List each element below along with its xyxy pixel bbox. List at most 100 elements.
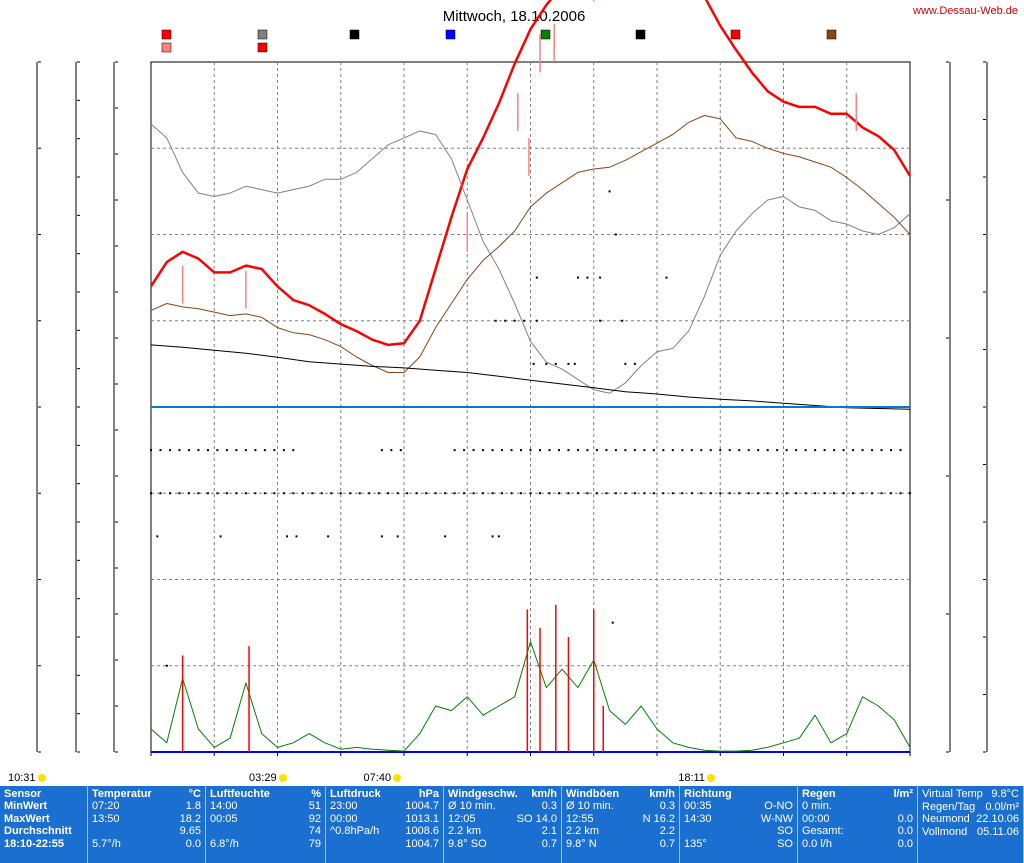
direction-point <box>494 319 497 322</box>
column-title: Luftdruck <box>330 788 381 800</box>
series-line-luftfeuchte <box>150 123 911 394</box>
table-cell: 2.2 km <box>566 825 600 837</box>
direction-point <box>491 449 494 452</box>
direction-point <box>738 492 741 495</box>
direction-point <box>747 449 750 452</box>
column-title: Regen <box>802 788 836 800</box>
table-cell: 14:30 <box>684 812 712 825</box>
table-row: MinWert <box>4 800 83 813</box>
direction-point <box>330 492 333 495</box>
table-cell: 6.8°/h <box>210 837 239 850</box>
table-cell: 00:00 <box>802 812 830 825</box>
direction-point <box>254 449 257 452</box>
direction-point <box>681 492 684 495</box>
direction-point <box>557 449 560 452</box>
table-cell: 2.2 <box>659 825 675 837</box>
table-cell: 0.0 <box>897 837 913 850</box>
legend-swatch <box>349 29 360 40</box>
table-cell: 14:00 <box>210 800 238 812</box>
table-row: 135° SO <box>684 838 793 851</box>
site-link[interactable]: www.Dessau-Web.de <box>913 5 1018 17</box>
direction-point <box>273 449 276 452</box>
table-row: 07:20 1.8 <box>92 800 201 813</box>
column-unit: hPa <box>418 788 439 800</box>
table-cell: 12:55 <box>566 812 594 825</box>
direction-point <box>497 535 500 538</box>
direction-point <box>880 449 883 452</box>
direction-point <box>159 492 162 495</box>
table-row: 12:55 N 16.2 <box>566 813 675 826</box>
table-cell: SO <box>777 837 793 850</box>
direction-point <box>757 449 760 452</box>
table-column: Regen l/m² 0 min. 00:00 0.0 Gesamt: 0.0 0.0 l/h… <box>798 786 918 863</box>
direction-point <box>624 362 627 365</box>
direction-point <box>576 492 579 495</box>
direction-point <box>719 492 722 495</box>
legend-swatch <box>635 29 646 40</box>
table-cell: 00:00 <box>330 812 358 825</box>
direction-point <box>399 449 402 452</box>
table-row: 00:00 1013.1 <box>330 813 439 826</box>
direction-point <box>738 449 741 452</box>
direction-point <box>292 492 295 495</box>
direction-point <box>453 449 456 452</box>
legend-swatch <box>257 42 268 53</box>
table-cell: N 16.2 <box>642 812 675 825</box>
direction-point <box>501 492 504 495</box>
column-unit: l/m² <box>893 788 913 800</box>
sun-time-label: 10:31 <box>8 772 46 784</box>
direction-point <box>216 449 219 452</box>
legend-swatch <box>445 29 456 40</box>
legend-swatch <box>161 29 172 40</box>
sun-time-text: 10:31 <box>8 772 36 784</box>
table-cell: 9.8° N <box>566 837 597 850</box>
direction-point <box>605 449 608 452</box>
chart-marks <box>149 0 912 753</box>
table-cell: 18:10-22:55 <box>4 837 64 850</box>
column-unit: °C <box>188 788 201 800</box>
table-cell: SO 14.0 <box>516 812 557 825</box>
legend-swatch <box>161 42 172 53</box>
table-column: Luftdruck hPa 23:00 1004.7 00:00 1013.1 ^0.8hP… <box>326 786 444 863</box>
column-title: Richtung <box>684 788 732 800</box>
table-column-header: Luftfeuchte% <box>210 788 321 800</box>
direction-point <box>899 492 902 495</box>
table-row: 12:05 SO 14.0 <box>448 813 557 826</box>
summary-table: Sensor MinWert MaxWert Durchschnitt 18:10-22… <box>0 786 1024 863</box>
table-row: 23:00 1004.7 <box>330 800 439 813</box>
direction-point <box>586 492 589 495</box>
direction-point <box>178 449 181 452</box>
direction-point <box>187 449 190 452</box>
table-cell: W-NW <box>760 812 793 825</box>
table-cell: ^0.8hPa/h <box>330 825 380 837</box>
direction-point <box>665 276 668 279</box>
direction-point <box>263 449 266 452</box>
direction-point <box>567 362 570 365</box>
table-cell: 135° <box>684 837 707 850</box>
direction-point <box>624 449 627 452</box>
table-cell: Gesamt: <box>802 825 844 837</box>
sun-icon <box>37 774 46 783</box>
table-row: 9.8° N 0.7 <box>566 838 675 851</box>
direction-point <box>709 492 712 495</box>
direction-point <box>510 492 513 495</box>
direction-point <box>390 449 393 452</box>
table-cell: Virtual Temp <box>922 788 983 800</box>
table-row: SO <box>684 825 793 838</box>
direction-point <box>690 449 693 452</box>
direction-point <box>608 190 611 193</box>
direction-point <box>548 449 551 452</box>
table-column-header: Luftdruck hPa <box>330 788 439 800</box>
direction-point <box>614 449 617 452</box>
series-line-windgeschw <box>150 641 911 752</box>
direction-point <box>690 492 693 495</box>
direction-point <box>814 449 817 452</box>
direction-point <box>178 492 181 495</box>
direction-point <box>396 492 399 495</box>
direction-point <box>776 492 779 495</box>
direction-point <box>614 492 617 495</box>
direction-point <box>368 492 371 495</box>
direction-point <box>576 276 579 279</box>
table-cell: 0.0 l/h <box>802 837 832 850</box>
direction-point <box>643 449 646 452</box>
